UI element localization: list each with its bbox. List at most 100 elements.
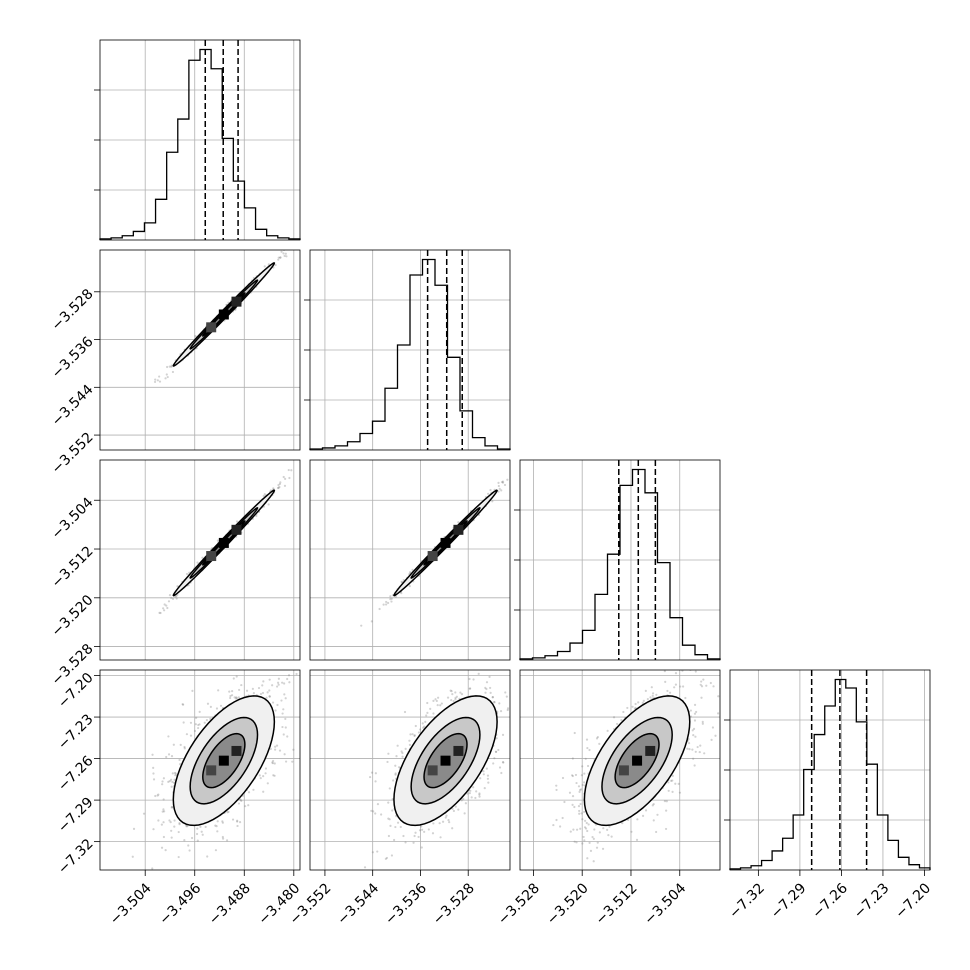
sample-point bbox=[489, 642, 491, 644]
sample-point bbox=[561, 776, 565, 780]
sample-point bbox=[440, 702, 443, 705]
sample-point bbox=[300, 231, 302, 233]
sample-point bbox=[516, 723, 518, 725]
sample-point bbox=[159, 611, 162, 615]
sample-point bbox=[209, 717, 212, 721]
sample-point bbox=[575, 781, 578, 785]
sample-point bbox=[489, 488, 492, 492]
sample-point bbox=[577, 785, 581, 788]
sample-point bbox=[165, 755, 168, 759]
sample-point bbox=[598, 742, 601, 746]
panel-content bbox=[153, 231, 302, 384]
sample-point bbox=[681, 670, 684, 672]
sample-point bbox=[378, 607, 381, 611]
sample-point bbox=[214, 824, 217, 827]
sample-point bbox=[190, 836, 194, 840]
sample-point bbox=[651, 692, 655, 695]
sample-point bbox=[502, 761, 505, 764]
sample-point bbox=[305, 460, 307, 462]
sample-point bbox=[216, 820, 219, 823]
sample-point bbox=[397, 766, 401, 769]
sample-point bbox=[420, 846, 423, 849]
panel-frame bbox=[309, 669, 511, 871]
density-core-cell bbox=[440, 755, 451, 766]
sample-point bbox=[700, 685, 704, 688]
sample-point bbox=[153, 380, 157, 384]
sample-point bbox=[273, 774, 276, 777]
sample-point bbox=[233, 696, 236, 699]
sample-point bbox=[460, 693, 464, 696]
sample-point bbox=[229, 696, 232, 700]
sample-point bbox=[426, 701, 429, 705]
sample-point bbox=[394, 773, 397, 776]
sample-point bbox=[394, 825, 397, 829]
sample-point bbox=[279, 256, 282, 259]
sample-point bbox=[515, 473, 517, 475]
sample-point bbox=[274, 263, 277, 267]
sample-point bbox=[267, 503, 270, 506]
sample-point bbox=[156, 379, 159, 382]
sample-point bbox=[610, 835, 613, 838]
sample-point bbox=[468, 792, 471, 795]
sample-point bbox=[189, 721, 193, 724]
sample-point bbox=[291, 760, 294, 763]
sample-point bbox=[580, 788, 583, 791]
sample-point bbox=[498, 702, 501, 705]
sample-point bbox=[163, 603, 166, 606]
sample-point bbox=[197, 723, 200, 727]
sample-point bbox=[264, 767, 268, 770]
sample-point bbox=[479, 777, 482, 780]
sample-point bbox=[168, 780, 171, 783]
hist-panel-0 bbox=[94, 39, 301, 241]
sample-point bbox=[173, 771, 177, 775]
sample-point bbox=[598, 831, 601, 834]
sample-point bbox=[585, 738, 589, 741]
density-core-cell bbox=[218, 755, 229, 766]
sample-point bbox=[396, 821, 400, 824]
sample-point bbox=[506, 707, 510, 710]
sample-point bbox=[152, 772, 155, 775]
sample-point bbox=[491, 695, 494, 699]
sample-point bbox=[385, 603, 388, 606]
sample-point bbox=[154, 378, 157, 381]
sample-point bbox=[271, 761, 274, 764]
sample-point bbox=[158, 380, 162, 383]
sample-point bbox=[455, 695, 458, 698]
sample-point bbox=[235, 520, 239, 523]
sample-point bbox=[175, 594, 178, 598]
sample-point bbox=[241, 655, 243, 657]
sample-point bbox=[423, 725, 426, 728]
sample-point bbox=[259, 777, 262, 780]
sample-point bbox=[188, 849, 191, 852]
sample-point bbox=[420, 828, 424, 831]
contour-0 bbox=[202, 732, 246, 789]
sample-point bbox=[185, 825, 188, 828]
sample-point bbox=[491, 696, 494, 699]
sample-point bbox=[262, 790, 265, 793]
sample-point bbox=[501, 480, 505, 483]
contour-1 bbox=[410, 716, 481, 805]
sample-point bbox=[394, 772, 397, 775]
sample-point bbox=[454, 805, 457, 808]
sample-point bbox=[167, 753, 171, 756]
sample-point bbox=[573, 731, 576, 735]
sample-point bbox=[162, 798, 165, 801]
sample-point bbox=[552, 823, 555, 827]
scatter-panel-3-1 bbox=[309, 642, 518, 871]
sample-point bbox=[561, 816, 564, 820]
contour-1 bbox=[189, 716, 259, 805]
sample-point bbox=[283, 753, 286, 756]
panel-frame bbox=[99, 459, 301, 661]
sample-point bbox=[408, 585, 411, 588]
sample-point bbox=[555, 818, 558, 822]
sample-point bbox=[421, 722, 424, 725]
sample-point bbox=[268, 695, 271, 698]
sample-point bbox=[295, 672, 298, 676]
sample-point bbox=[284, 717, 287, 721]
sample-point bbox=[186, 824, 189, 828]
sample-point bbox=[170, 755, 174, 758]
sample-point bbox=[511, 731, 513, 733]
sample-point bbox=[198, 723, 201, 726]
sample-point bbox=[493, 701, 496, 704]
sample-point bbox=[179, 743, 182, 746]
